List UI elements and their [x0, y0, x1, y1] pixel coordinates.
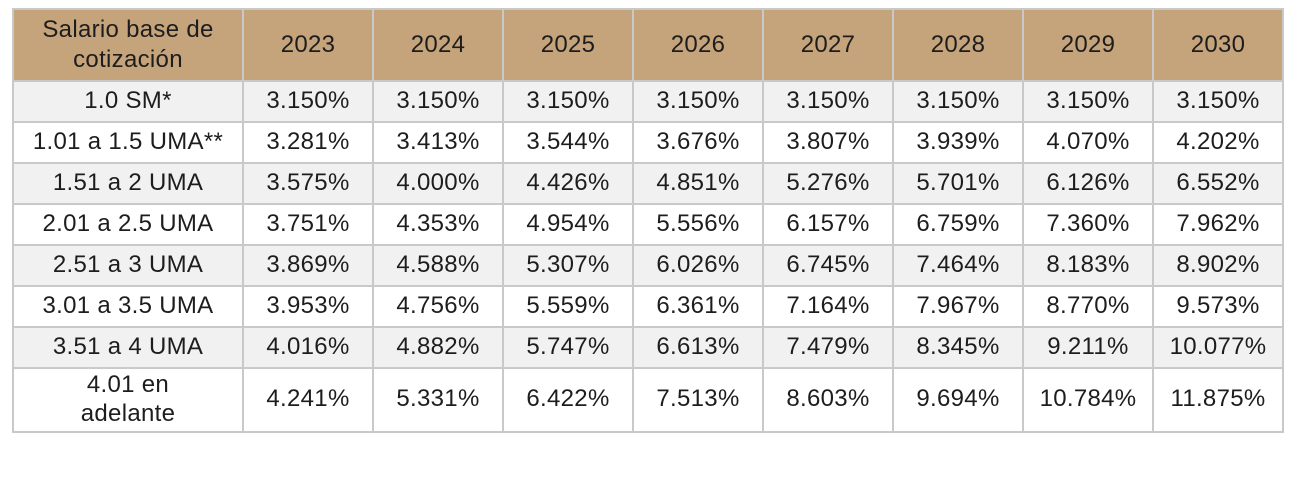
row-label-cell: 3.51 a 4 UMA [12, 326, 244, 369]
table-row: 1.01 a 1.5 UMA** 3.281% 3.413% 3.544% 3.676%… [12, 121, 1284, 164]
value-cell: 8.770% [1022, 285, 1154, 328]
value-cell: 6.745% [762, 244, 894, 287]
value-cell: 3.751% [242, 203, 374, 246]
table-row: 3.51 a 4 UMA 4.016% 4.882% 5.747% 6.613% 7.47… [12, 326, 1284, 369]
value-cell: 4.851% [632, 162, 764, 205]
value-cell: 3.939% [892, 121, 1024, 164]
value-cell: 7.464% [892, 244, 1024, 287]
value-cell: 3.413% [372, 121, 504, 164]
value-cell: 3.150% [762, 80, 894, 123]
value-cell: 7.360% [1022, 203, 1154, 246]
table-row: 4.01 en adelante 4.241% 5.331% 6.422% 7.513%… [12, 367, 1284, 433]
table-row: 1.51 a 2 UMA 3.575% 4.000% 4.426% 4.851% 5.27… [12, 162, 1284, 205]
row-label-cell: 1.0 SM* [12, 80, 244, 123]
value-cell: 8.345% [892, 326, 1024, 369]
value-cell: 10.077% [1152, 326, 1284, 369]
value-cell: 5.747% [502, 326, 634, 369]
value-cell: 6.613% [632, 326, 764, 369]
value-cell: 10.784% [1022, 367, 1154, 433]
value-cell: 8.183% [1022, 244, 1154, 287]
value-cell: 8.603% [762, 367, 894, 433]
table-row: 3.01 a 3.5 UMA 3.953% 4.756% 5.559% 6.361% 7.… [12, 285, 1284, 328]
value-cell: 11.875% [1152, 367, 1284, 433]
row-label-cell: 1.01 a 1.5 UMA** [12, 121, 244, 164]
value-cell: 5.276% [762, 162, 894, 205]
header-year: 2027 [762, 8, 894, 82]
value-cell: 3.807% [762, 121, 894, 164]
value-cell: 4.426% [502, 162, 634, 205]
value-cell: 7.164% [762, 285, 894, 328]
value-cell: 3.676% [632, 121, 764, 164]
value-cell: 6.552% [1152, 162, 1284, 205]
value-cell: 4.353% [372, 203, 504, 246]
value-cell: 5.556% [632, 203, 764, 246]
value-cell: 5.559% [502, 285, 634, 328]
value-cell: 3.150% [1022, 80, 1154, 123]
row-label-cell: 4.01 en adelante [12, 367, 244, 433]
value-cell: 7.479% [762, 326, 894, 369]
value-cell: 7.513% [632, 367, 764, 433]
row-label-cell: 2.51 a 3 UMA [12, 244, 244, 287]
value-cell: 4.016% [242, 326, 374, 369]
value-cell: 4.588% [372, 244, 504, 287]
value-cell: 6.157% [762, 203, 894, 246]
value-cell: 6.026% [632, 244, 764, 287]
value-cell: 6.759% [892, 203, 1024, 246]
table-body: 1.0 SM* 3.150% 3.150% 3.150% 3.150% 3.150% 3.1… [12, 80, 1284, 433]
value-cell: 4.756% [372, 285, 504, 328]
value-cell: 4.000% [372, 162, 504, 205]
value-cell: 7.962% [1152, 203, 1284, 246]
contribution-rate-table: Salario base de cotización 2023 2024 2025 2… [12, 8, 1284, 433]
header-row: Salario base de cotización 2023 2024 2025 2… [12, 8, 1284, 82]
value-cell: 4.070% [1022, 121, 1154, 164]
value-cell: 9.211% [1022, 326, 1154, 369]
value-cell: 6.361% [632, 285, 764, 328]
value-cell: 3.150% [1152, 80, 1284, 123]
value-cell: 3.953% [242, 285, 374, 328]
row-label-cell: 2.01 a 2.5 UMA [12, 203, 244, 246]
value-cell: 8.902% [1152, 244, 1284, 287]
value-cell: 3.150% [242, 80, 374, 123]
value-cell: 4.241% [242, 367, 374, 433]
header-year: 2029 [1022, 8, 1154, 82]
table-row: 1.0 SM* 3.150% 3.150% 3.150% 3.150% 3.150% 3.1… [12, 80, 1284, 123]
value-cell: 6.126% [1022, 162, 1154, 205]
header-year: 2024 [372, 8, 504, 82]
value-cell: 6.422% [502, 367, 634, 433]
value-cell: 9.573% [1152, 285, 1284, 328]
header-year: 2023 [242, 8, 374, 82]
header-salario-base: Salario base de cotización [12, 8, 244, 82]
value-cell: 5.701% [892, 162, 1024, 205]
value-cell: 3.150% [892, 80, 1024, 123]
value-cell: 7.967% [892, 285, 1024, 328]
header-year: 2025 [502, 8, 634, 82]
value-cell: 5.331% [372, 367, 504, 433]
value-cell: 3.281% [242, 121, 374, 164]
value-cell: 3.575% [242, 162, 374, 205]
value-cell: 5.307% [502, 244, 634, 287]
table-row: 2.51 a 3 UMA 3.869% 4.588% 5.307% 6.026% 6.74… [12, 244, 1284, 287]
value-cell: 4.882% [372, 326, 504, 369]
value-cell: 3.150% [502, 80, 634, 123]
value-cell: 3.150% [632, 80, 764, 123]
value-cell: 3.150% [372, 80, 504, 123]
value-cell: 9.694% [892, 367, 1024, 433]
value-cell: 4.202% [1152, 121, 1284, 164]
header-year: 2030 [1152, 8, 1284, 82]
row-label-cell: 3.01 a 3.5 UMA [12, 285, 244, 328]
value-cell: 3.869% [242, 244, 374, 287]
header-year: 2026 [632, 8, 764, 82]
table-row: 2.01 a 2.5 UMA 3.751% 4.353% 4.954% 5.556% 6.… [12, 203, 1284, 246]
row-label-cell: 1.51 a 2 UMA [12, 162, 244, 205]
value-cell: 4.954% [502, 203, 634, 246]
header-year: 2028 [892, 8, 1024, 82]
value-cell: 3.544% [502, 121, 634, 164]
